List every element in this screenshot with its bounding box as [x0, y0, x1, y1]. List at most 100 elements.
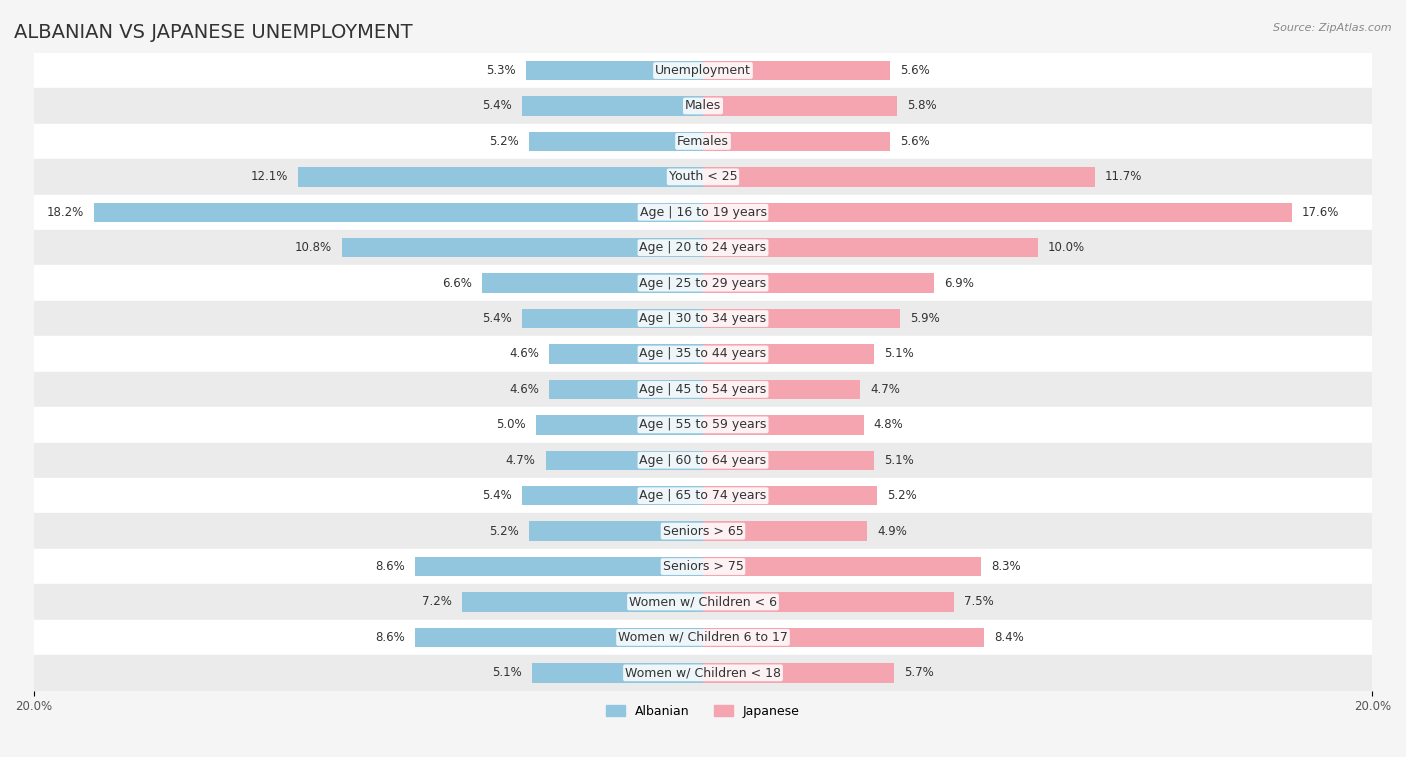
- Bar: [526, 61, 703, 80]
- Text: 6.9%: 6.9%: [943, 276, 974, 290]
- Text: Women w/ Children < 18: Women w/ Children < 18: [626, 666, 780, 679]
- Text: 8.6%: 8.6%: [375, 631, 405, 644]
- Bar: [536, 415, 703, 435]
- Text: Women w/ Children < 6: Women w/ Children < 6: [628, 596, 778, 609]
- Bar: [522, 309, 703, 329]
- Bar: [703, 557, 981, 576]
- Text: ALBANIAN VS JAPANESE UNEMPLOYMENT: ALBANIAN VS JAPANESE UNEMPLOYMENT: [14, 23, 413, 42]
- Text: Males: Males: [685, 99, 721, 113]
- Text: 4.7%: 4.7%: [506, 453, 536, 467]
- Bar: [298, 167, 703, 186]
- Bar: [34, 159, 1372, 195]
- Bar: [463, 592, 703, 612]
- Text: 18.2%: 18.2%: [46, 206, 84, 219]
- Text: 12.1%: 12.1%: [250, 170, 288, 183]
- Text: 5.4%: 5.4%: [482, 312, 512, 325]
- Text: Seniors > 75: Seniors > 75: [662, 560, 744, 573]
- Text: 5.4%: 5.4%: [482, 489, 512, 502]
- Bar: [34, 443, 1372, 478]
- Bar: [703, 61, 890, 80]
- Text: Women w/ Children 6 to 17: Women w/ Children 6 to 17: [619, 631, 787, 644]
- Text: 5.6%: 5.6%: [900, 135, 931, 148]
- Text: 10.0%: 10.0%: [1047, 241, 1085, 254]
- Text: 5.8%: 5.8%: [907, 99, 936, 113]
- Text: 6.6%: 6.6%: [441, 276, 472, 290]
- Text: Unemployment: Unemployment: [655, 64, 751, 77]
- Bar: [703, 96, 897, 116]
- Legend: Albanian, Japanese: Albanian, Japanese: [600, 699, 806, 723]
- Text: Age | 45 to 54 years: Age | 45 to 54 years: [640, 383, 766, 396]
- Bar: [34, 513, 1372, 549]
- Bar: [703, 628, 984, 647]
- Bar: [34, 549, 1372, 584]
- Bar: [703, 522, 868, 541]
- Bar: [703, 592, 955, 612]
- Text: 4.7%: 4.7%: [870, 383, 900, 396]
- Text: 5.2%: 5.2%: [489, 525, 519, 537]
- Bar: [34, 655, 1372, 690]
- Text: Age | 30 to 34 years: Age | 30 to 34 years: [640, 312, 766, 325]
- Bar: [703, 663, 894, 683]
- Text: Source: ZipAtlas.com: Source: ZipAtlas.com: [1274, 23, 1392, 33]
- Text: Age | 60 to 64 years: Age | 60 to 64 years: [640, 453, 766, 467]
- Text: 5.2%: 5.2%: [887, 489, 917, 502]
- Bar: [546, 450, 703, 470]
- Bar: [703, 380, 860, 399]
- Text: 17.6%: 17.6%: [1302, 206, 1340, 219]
- Text: Age | 65 to 74 years: Age | 65 to 74 years: [640, 489, 766, 502]
- Bar: [703, 344, 873, 363]
- Bar: [34, 478, 1372, 513]
- Bar: [529, 132, 703, 151]
- Bar: [34, 336, 1372, 372]
- Bar: [34, 372, 1372, 407]
- Text: 4.9%: 4.9%: [877, 525, 907, 537]
- Bar: [34, 301, 1372, 336]
- Bar: [94, 203, 703, 222]
- Text: 5.1%: 5.1%: [492, 666, 522, 679]
- Text: Age | 20 to 24 years: Age | 20 to 24 years: [640, 241, 766, 254]
- Text: 4.6%: 4.6%: [509, 347, 538, 360]
- Text: 5.4%: 5.4%: [482, 99, 512, 113]
- Text: 8.6%: 8.6%: [375, 560, 405, 573]
- Bar: [703, 450, 873, 470]
- Text: Age | 55 to 59 years: Age | 55 to 59 years: [640, 419, 766, 431]
- Bar: [342, 238, 703, 257]
- Bar: [703, 273, 934, 293]
- Bar: [415, 628, 703, 647]
- Bar: [34, 89, 1372, 123]
- Bar: [415, 557, 703, 576]
- Text: Age | 16 to 19 years: Age | 16 to 19 years: [640, 206, 766, 219]
- Text: 5.1%: 5.1%: [884, 347, 914, 360]
- Bar: [703, 203, 1292, 222]
- Text: 5.2%: 5.2%: [489, 135, 519, 148]
- Bar: [34, 123, 1372, 159]
- Bar: [482, 273, 703, 293]
- Text: Females: Females: [678, 135, 728, 148]
- Text: Youth < 25: Youth < 25: [669, 170, 737, 183]
- Text: Age | 35 to 44 years: Age | 35 to 44 years: [640, 347, 766, 360]
- Bar: [34, 195, 1372, 230]
- Text: 5.9%: 5.9%: [911, 312, 941, 325]
- Text: 5.3%: 5.3%: [486, 64, 516, 77]
- Bar: [522, 96, 703, 116]
- Bar: [703, 415, 863, 435]
- Bar: [529, 522, 703, 541]
- Bar: [703, 238, 1038, 257]
- Text: 5.1%: 5.1%: [884, 453, 914, 467]
- Bar: [34, 407, 1372, 443]
- Bar: [34, 620, 1372, 655]
- Bar: [703, 309, 900, 329]
- Bar: [548, 380, 703, 399]
- Bar: [533, 663, 703, 683]
- Text: 7.5%: 7.5%: [965, 596, 994, 609]
- Text: 4.6%: 4.6%: [509, 383, 538, 396]
- Bar: [34, 584, 1372, 620]
- Text: Seniors > 65: Seniors > 65: [662, 525, 744, 537]
- Text: 10.8%: 10.8%: [294, 241, 332, 254]
- Bar: [34, 53, 1372, 89]
- Bar: [548, 344, 703, 363]
- Text: 11.7%: 11.7%: [1105, 170, 1142, 183]
- Text: 5.7%: 5.7%: [904, 666, 934, 679]
- Text: 5.0%: 5.0%: [496, 419, 526, 431]
- Bar: [703, 132, 890, 151]
